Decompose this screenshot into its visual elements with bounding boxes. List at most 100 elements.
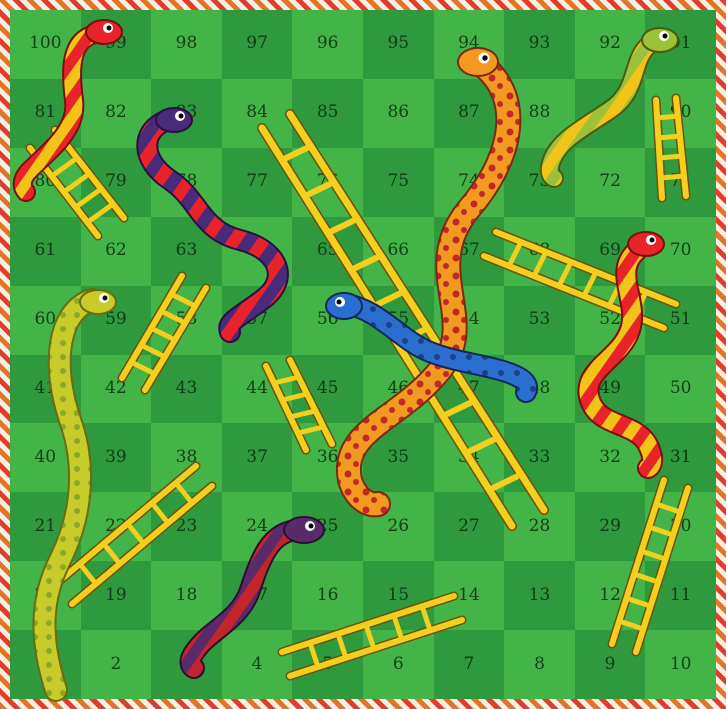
square-64: 64 — [221, 216, 293, 286]
square-34: 34 — [433, 423, 505, 493]
square-number: 79 — [105, 171, 127, 192]
square-number: 85 — [316, 102, 339, 123]
square-71: 71 — [645, 147, 716, 217]
square-number: 99 — [105, 33, 127, 54]
square-46: 46 — [362, 354, 434, 424]
square-96: 96 — [292, 10, 363, 79]
square-52: 52 — [574, 285, 646, 355]
square-number: 64 — [246, 240, 268, 261]
square-88: 88 — [504, 78, 575, 148]
square-45: 45 — [292, 354, 363, 424]
square-number: 78 — [175, 171, 198, 192]
square-number: 11 — [669, 584, 692, 605]
square-number: 33 — [528, 446, 551, 467]
square-27: 27 — [433, 492, 505, 562]
square-54: 54 — [433, 285, 505, 355]
square-number: 57 — [246, 309, 268, 330]
square-number: 65 — [316, 240, 339, 261]
square-95: 95 — [362, 10, 434, 79]
square-number: 31 — [669, 446, 692, 467]
square-49: 49 — [574, 354, 646, 424]
square-83: 83 — [151, 78, 222, 148]
square-number: 81 — [34, 102, 57, 123]
square-8: 8 — [504, 630, 575, 699]
square-number: 55 — [387, 309, 410, 330]
square-number: 59 — [105, 309, 127, 330]
square-number: 12 — [599, 584, 621, 605]
square-41: 41 — [10, 354, 81, 424]
square-69: 69 — [574, 216, 646, 286]
square-number: 61 — [34, 240, 57, 261]
square-58: 58 — [151, 285, 222, 355]
square-33: 33 — [504, 423, 575, 493]
square-number: 7 — [463, 653, 475, 674]
square-number: 58 — [175, 309, 198, 330]
square-number: 25 — [316, 515, 339, 536]
square-59: 59 — [80, 285, 152, 355]
square-62: 62 — [80, 216, 152, 286]
square-91: 91 — [645, 10, 716, 79]
square-94: 94 — [433, 10, 505, 79]
square-number: 42 — [105, 377, 127, 398]
square-90: 90 — [645, 78, 716, 148]
square-number: 89 — [599, 102, 621, 123]
square-number: 84 — [246, 102, 268, 123]
square-84: 84 — [221, 78, 293, 148]
square-6: 6 — [362, 630, 434, 699]
square-number: 49 — [599, 377, 621, 398]
square-number: 75 — [387, 171, 410, 192]
square-63: 63 — [151, 216, 222, 286]
square-number: 17 — [246, 584, 268, 605]
square-number: 67 — [458, 240, 480, 261]
square-89: 89 — [574, 78, 646, 148]
square-47: 47 — [433, 354, 505, 424]
square-61: 61 — [10, 216, 81, 286]
square-number: 38 — [175, 446, 198, 467]
square-56: 56 — [292, 285, 363, 355]
square-77: 77 — [221, 147, 293, 217]
square-number: 71 — [669, 171, 692, 192]
square-number: 35 — [387, 446, 410, 467]
square-number: 26 — [387, 515, 410, 536]
square-number: 15 — [387, 584, 410, 605]
square-number: 86 — [387, 102, 410, 123]
square-9: 9 — [574, 630, 646, 699]
square-number: 52 — [599, 309, 621, 330]
square-number: 56 — [316, 309, 339, 330]
square-number: 77 — [246, 171, 268, 192]
square-number: 41 — [34, 377, 57, 398]
square-66: 66 — [362, 216, 434, 286]
square-25: 25 — [292, 492, 363, 562]
square-32: 32 — [574, 423, 646, 493]
square-number: 87 — [458, 102, 480, 123]
square-number: 14 — [458, 584, 480, 605]
board-grid: 100 99 98 97 96 95 94 93 92 91 81 82 83 84 85 86 87 88 89 9… — [10, 10, 716, 699]
square-number: 19 — [105, 584, 127, 605]
square-40: 40 — [10, 423, 81, 493]
square-number: 60 — [34, 309, 57, 330]
square-1: 1 — [10, 630, 81, 699]
square-3: 3 — [151, 630, 222, 699]
square-99: 99 — [80, 10, 152, 79]
square-number: 3 — [181, 653, 192, 674]
square-97: 97 — [221, 10, 293, 79]
square-number: 68 — [528, 240, 551, 261]
square-31: 31 — [645, 423, 716, 493]
square-92: 92 — [574, 10, 646, 79]
square-98: 98 — [151, 10, 222, 79]
square-16: 16 — [292, 561, 363, 631]
square-number: 8 — [534, 653, 545, 674]
square-51: 51 — [645, 285, 716, 355]
square-number: 22 — [105, 515, 127, 536]
square-7: 7 — [433, 630, 505, 699]
square-19: 19 — [80, 561, 152, 631]
square-number: 83 — [175, 102, 198, 123]
square-87: 87 — [433, 78, 505, 148]
square-11: 11 — [645, 561, 716, 631]
square-4: 4 — [221, 630, 293, 699]
square-73: 73 — [504, 147, 575, 217]
square-21: 21 — [10, 492, 81, 562]
square-74: 74 — [433, 147, 505, 217]
square-17: 17 — [221, 561, 293, 631]
square-80: 80 — [10, 147, 81, 217]
